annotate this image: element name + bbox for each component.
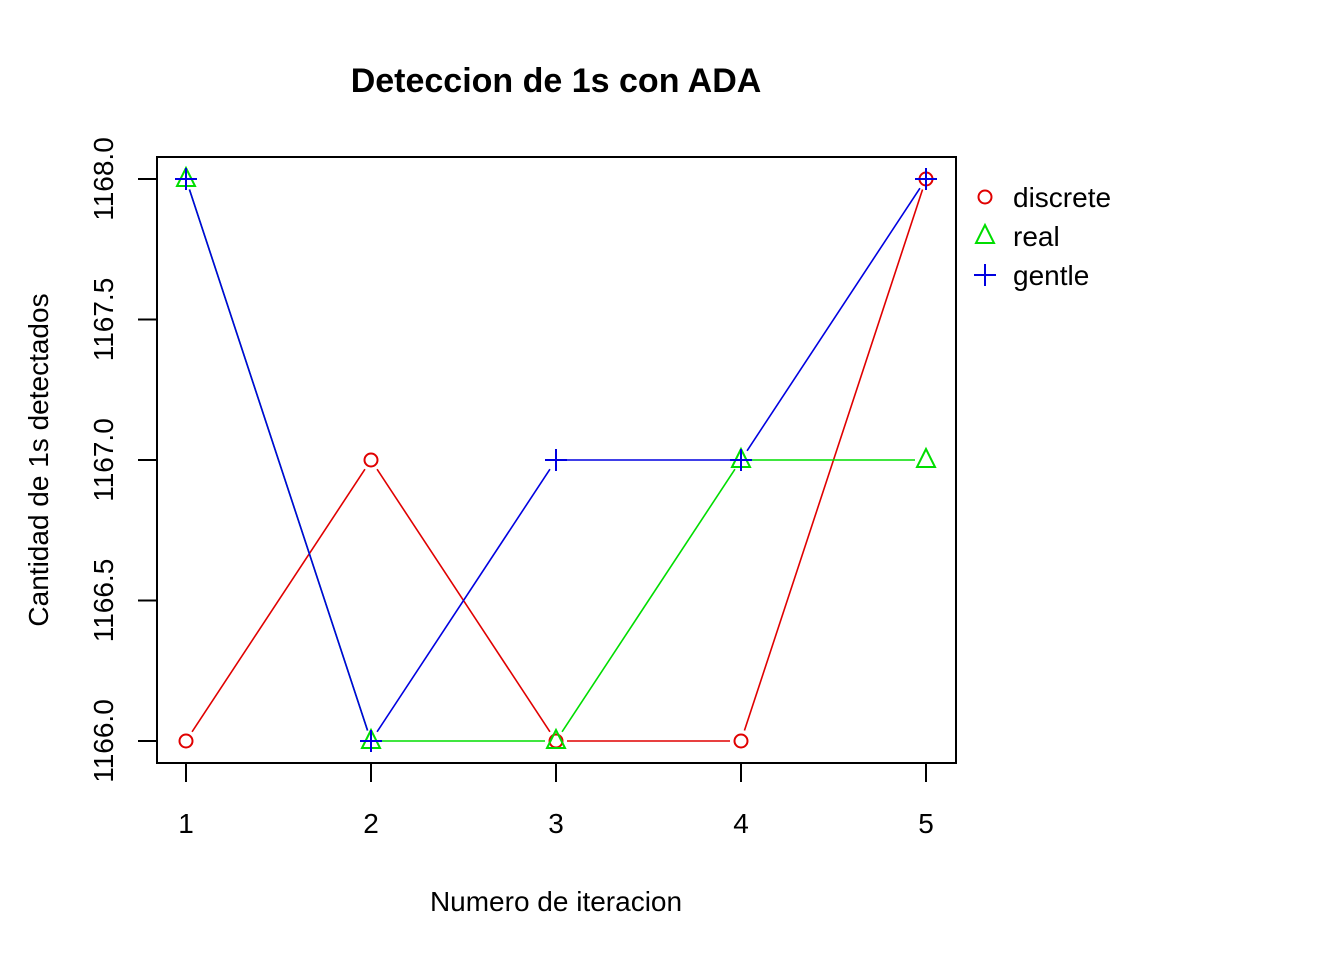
series-segment-gentle <box>746 187 921 452</box>
series-gentle <box>175 168 937 752</box>
y-axis-title: Cantidad de 1s detectados <box>23 293 54 626</box>
x-tick-label: 1 <box>178 808 194 839</box>
x-axis-title: Numero de iteracion <box>430 886 682 917</box>
x-tick-label: 2 <box>363 808 379 839</box>
legend-label-real: real <box>1013 221 1060 252</box>
legend-marker-real <box>974 222 996 244</box>
data-point-discrete <box>178 733 194 749</box>
legend: discrete real gentle <box>974 182 1111 291</box>
data-point-gentle <box>730 449 752 471</box>
y-tick-label: 1166.5 <box>88 559 119 643</box>
y-axis: 1166.0 1166.5 1167.0 1167.5 1168.0 <box>88 137 158 783</box>
y-tick-label: 1168.0 <box>88 137 119 221</box>
data-point-gentle <box>175 168 197 190</box>
chart-title: Deteccion de 1s con ADA <box>351 62 762 100</box>
data-point-real <box>915 446 937 468</box>
x-axis: 1 2 3 4 5 <box>178 762 934 839</box>
series-layer <box>175 165 937 752</box>
series-segment-real <box>561 468 736 733</box>
data-point-real <box>545 727 567 749</box>
y-tick-label: 1166.0 <box>88 699 119 783</box>
x-tick-label: 4 <box>733 808 749 839</box>
data-point-gentle <box>545 449 567 471</box>
legend-label-discrete: discrete <box>1013 182 1111 213</box>
data-point-discrete <box>363 452 379 468</box>
data-point-discrete <box>733 733 749 749</box>
data-point-gentle <box>915 168 937 190</box>
series-segment-gentle <box>376 468 551 733</box>
data-point-gentle <box>360 730 382 752</box>
legend-marker-gentle <box>974 264 996 286</box>
series-segment-discrete <box>191 468 366 733</box>
legend-marker-discrete <box>977 189 993 205</box>
x-tick-label: 5 <box>918 808 934 839</box>
y-tick-label: 1167.5 <box>88 278 119 362</box>
series-segment-gentle <box>188 189 369 731</box>
legend-label-gentle: gentle <box>1013 260 1089 291</box>
x-tick-label: 3 <box>548 808 564 839</box>
y-tick-label: 1167.0 <box>88 418 119 502</box>
